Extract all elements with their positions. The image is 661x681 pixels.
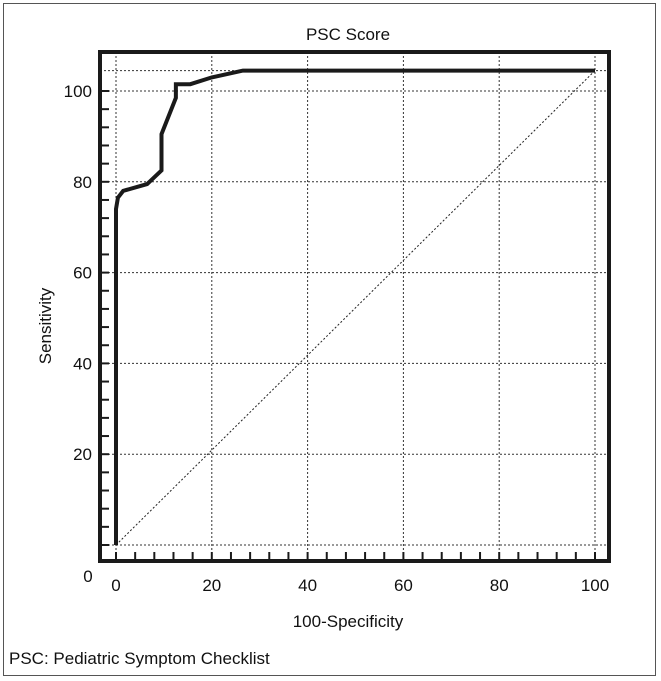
y-tick-label: 80 bbox=[73, 173, 92, 192]
x-tick-labels: 0 20 40 60 80 100 bbox=[111, 576, 609, 595]
figure-frame bbox=[3, 3, 656, 676]
x-axis-label: 100-Specificity bbox=[293, 612, 404, 631]
chart-title: PSC Score bbox=[306, 25, 390, 44]
y-tick-label: 20 bbox=[73, 445, 92, 464]
x-tick-label: 60 bbox=[394, 576, 413, 595]
x-tick-label: 80 bbox=[490, 576, 509, 595]
roc-chart: 0 20 40 60 80 100 0 20 40 60 80 100 PSC Score 100-… bbox=[36, 25, 611, 631]
y-tick-labels: 0 20 40 60 80 100 bbox=[64, 82, 93, 586]
x-tick-label: 40 bbox=[298, 576, 317, 595]
y-axis-label: Sensitivity bbox=[36, 287, 55, 364]
figure-caption: PSC: Pediatric Symptom Checklist bbox=[9, 649, 270, 668]
roc-curve bbox=[114, 68, 595, 545]
minor-ticks bbox=[100, 90, 596, 561]
y-tick-label: 0 bbox=[83, 567, 92, 586]
x-tick-label: 20 bbox=[202, 576, 221, 595]
x-tick-label: 100 bbox=[581, 576, 609, 595]
y-tick-label: 60 bbox=[73, 264, 92, 283]
plot-border bbox=[98, 50, 611, 563]
x-tick-label: 0 bbox=[111, 576, 120, 595]
y-tick-label: 40 bbox=[73, 354, 92, 373]
reference-diagonal-line bbox=[115, 70, 596, 546]
y-tick-label: 100 bbox=[64, 82, 92, 101]
